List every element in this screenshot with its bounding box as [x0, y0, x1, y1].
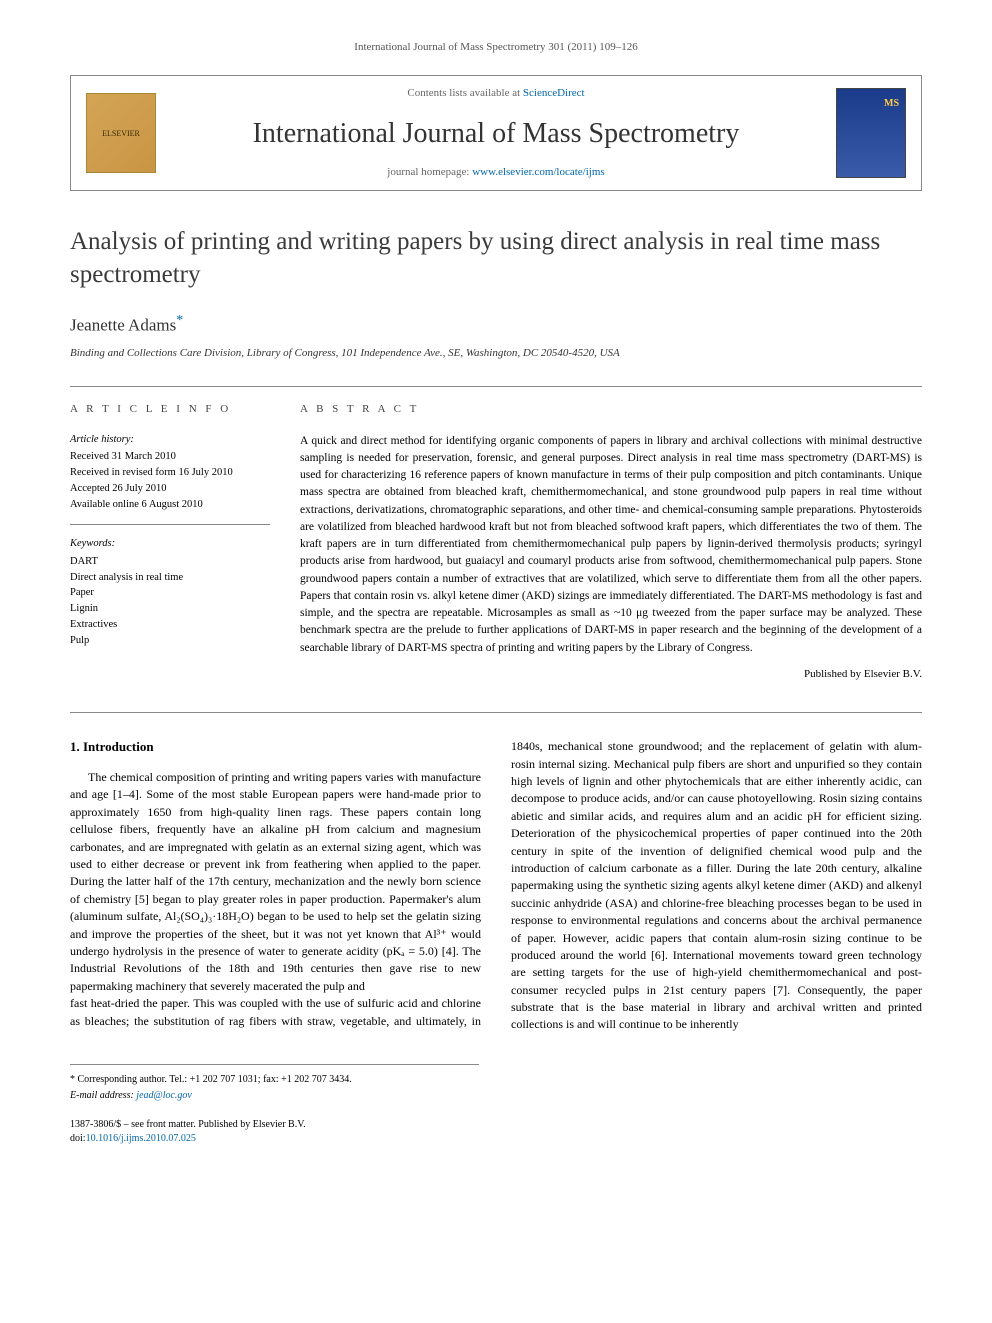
- article-history-block: Article history: Received 31 March 2010 …: [70, 433, 270, 526]
- keyword: Paper: [70, 585, 270, 601]
- corresponding-asterisk: *: [176, 313, 183, 328]
- corresponding-footnote: * Corresponding author. Tel.: +1 202 707…: [70, 1064, 479, 1103]
- article-history-label: Article history:: [70, 433, 270, 448]
- history-line: Received 31 March 2010: [70, 449, 270, 465]
- history-line: Received in revised form 16 July 2010: [70, 465, 270, 481]
- author-affiliation: Binding and Collections Care Division, L…: [70, 346, 922, 361]
- keyword: DART: [70, 554, 270, 570]
- history-line: Accepted 26 July 2010: [70, 481, 270, 497]
- keywords-label: Keywords:: [70, 537, 270, 552]
- sciencedirect-link[interactable]: ScienceDirect: [523, 87, 585, 99]
- copyright-footer: 1387-3806/$ – see front matter. Publishe…: [70, 1118, 922, 1146]
- article-info-abstract-row: A R T I C L E I N F O Article history: R…: [70, 386, 922, 682]
- abstract-heading: A B S T R A C T: [300, 402, 922, 417]
- corresponding-author-note: * Corresponding author. Tel.: +1 202 707…: [70, 1073, 479, 1087]
- keyword: Lignin: [70, 601, 270, 617]
- published-by-line: Published by Elsevier B.V.: [300, 667, 922, 682]
- article-title: Analysis of printing and writing papers …: [70, 226, 922, 291]
- abstract-text: A quick and direct method for identifyin…: [300, 433, 922, 657]
- history-line: Available online 6 August 2010: [70, 497, 270, 513]
- article-info-column: A R T I C L E I N F O Article history: R…: [70, 402, 270, 682]
- keyword: Extractives: [70, 617, 270, 633]
- section-heading-introduction: 1. Introduction: [70, 738, 481, 757]
- author-name: Jeanette Adams*: [70, 311, 922, 337]
- intro-paragraph-col1: The chemical composition of printing and…: [70, 769, 481, 995]
- keyword: Pulp: [70, 633, 270, 649]
- page-container: International Journal of Mass Spectromet…: [0, 0, 992, 1186]
- journal-cover-thumbnail: [836, 88, 906, 178]
- issn-line: 1387-3806/$ – see front matter. Publishe…: [70, 1118, 922, 1132]
- keywords-block: Keywords: DART Direct analysis in real t…: [70, 537, 270, 660]
- journal-header-box: ELSEVIER Contents lists available at Sci…: [70, 75, 922, 191]
- elsevier-logo: ELSEVIER: [86, 93, 156, 173]
- keyword: Direct analysis in real time: [70, 570, 270, 586]
- homepage-link[interactable]: www.elsevier.com/locate/ijms: [472, 166, 604, 178]
- abstract-column: A B S T R A C T A quick and direct metho…: [300, 402, 922, 682]
- journal-title: International Journal of Mass Spectromet…: [176, 114, 816, 153]
- running-header: International Journal of Mass Spectromet…: [70, 40, 922, 55]
- contents-available-line: Contents lists available at ScienceDirec…: [176, 86, 816, 101]
- article-info-heading: A R T I C L E I N F O: [70, 402, 270, 417]
- doi-line: doi:10.1016/j.ijms.2010.07.025: [70, 1132, 922, 1146]
- author-email-link[interactable]: jead@loc.gov: [136, 1090, 192, 1101]
- email-line: E-mail address: jead@loc.gov: [70, 1089, 479, 1103]
- doi-link[interactable]: 10.1016/j.ijms.2010.07.025: [86, 1133, 196, 1144]
- main-two-column-content: 1. Introduction The chemical composition…: [70, 712, 922, 1034]
- homepage-line: journal homepage: www.elsevier.com/locat…: [176, 165, 816, 180]
